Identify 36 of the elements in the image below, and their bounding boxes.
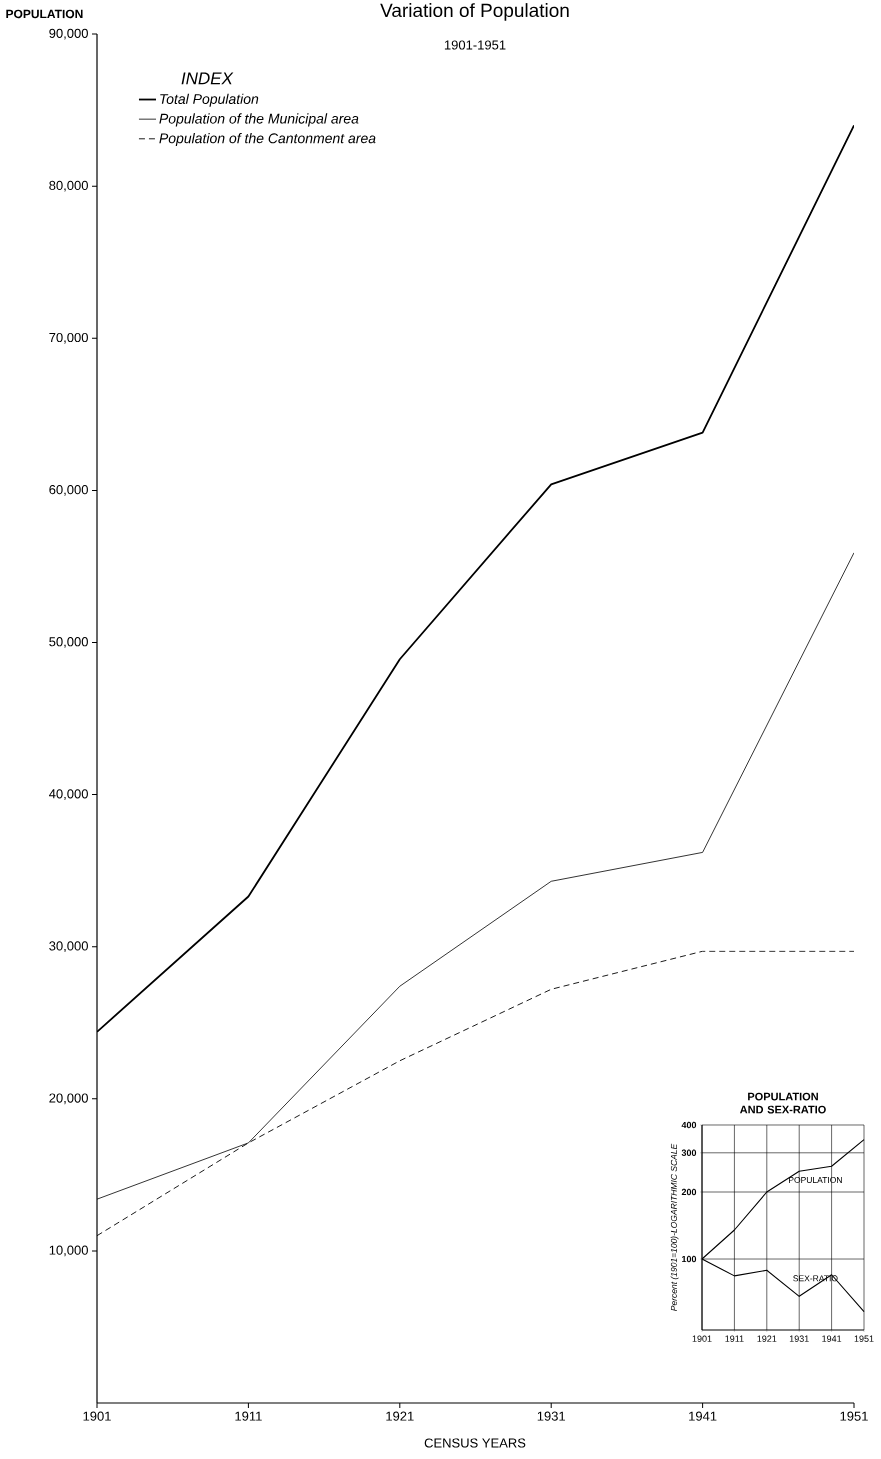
x-tick-label: 1951 [854,1335,874,1342]
x-tick-label: 1911 [725,1335,744,1342]
x-tick-label: 1941 [822,1335,842,1342]
y-tick-label: 50,000 [49,637,88,648]
x-tick-label: 1911 [235,1411,262,1421]
y-axis-title: POPULATION [6,9,83,19]
x-tick-label: 1951 [840,1411,868,1421]
legend-title: INDEX [181,72,234,85]
y-tick-label: 80,000 [49,180,88,192]
y-tick-label: 100 [682,1255,697,1263]
x-tick-label: 1921 [757,1335,777,1342]
x-tick-label: 1901 [83,1411,111,1421]
x-axis-title: CENSUS YEARS [424,1438,526,1448]
chart-title: POPULATION AND SEX-RATIO [739,1092,826,1114]
y-tick-label: 300 [681,1149,697,1156]
chart-title: Variation of Population [380,3,569,21]
y-tick-label: 90,000 [49,28,88,40]
x-tick-label: 1931 [789,1335,809,1342]
y-tick-label: 30,000 [49,941,88,953]
legend-label: Total Population [160,93,259,107]
legend-label: Population of the Cantonment area [159,132,376,147]
y-tick-label: 40,000 [49,789,88,800]
x-tick-label: 1901 [692,1335,712,1342]
chart-subtitle: 1901-1951 [444,40,506,50]
legend-label: Population of the Municipal area [159,113,359,127]
y-axis-title: Percent (1901=100)-LOGARITHMIC SCALE [670,1143,679,1311]
x-tick-label: 1941 [689,1411,717,1421]
x-tick-label: 1931 [537,1411,566,1421]
y-tick-label: 60,000 [49,485,88,496]
x-tick-label: 1921 [386,1411,414,1421]
y-tick-label: 70,000 [49,332,88,344]
y-tick-label: 10,000 [49,1245,88,1257]
y-tick-label: 20,000 [49,1093,88,1105]
y-tick-label: 200 [681,1188,697,1196]
series-label: POPULATION [789,1176,842,1183]
y-tick-label: 400 [681,1121,697,1129]
